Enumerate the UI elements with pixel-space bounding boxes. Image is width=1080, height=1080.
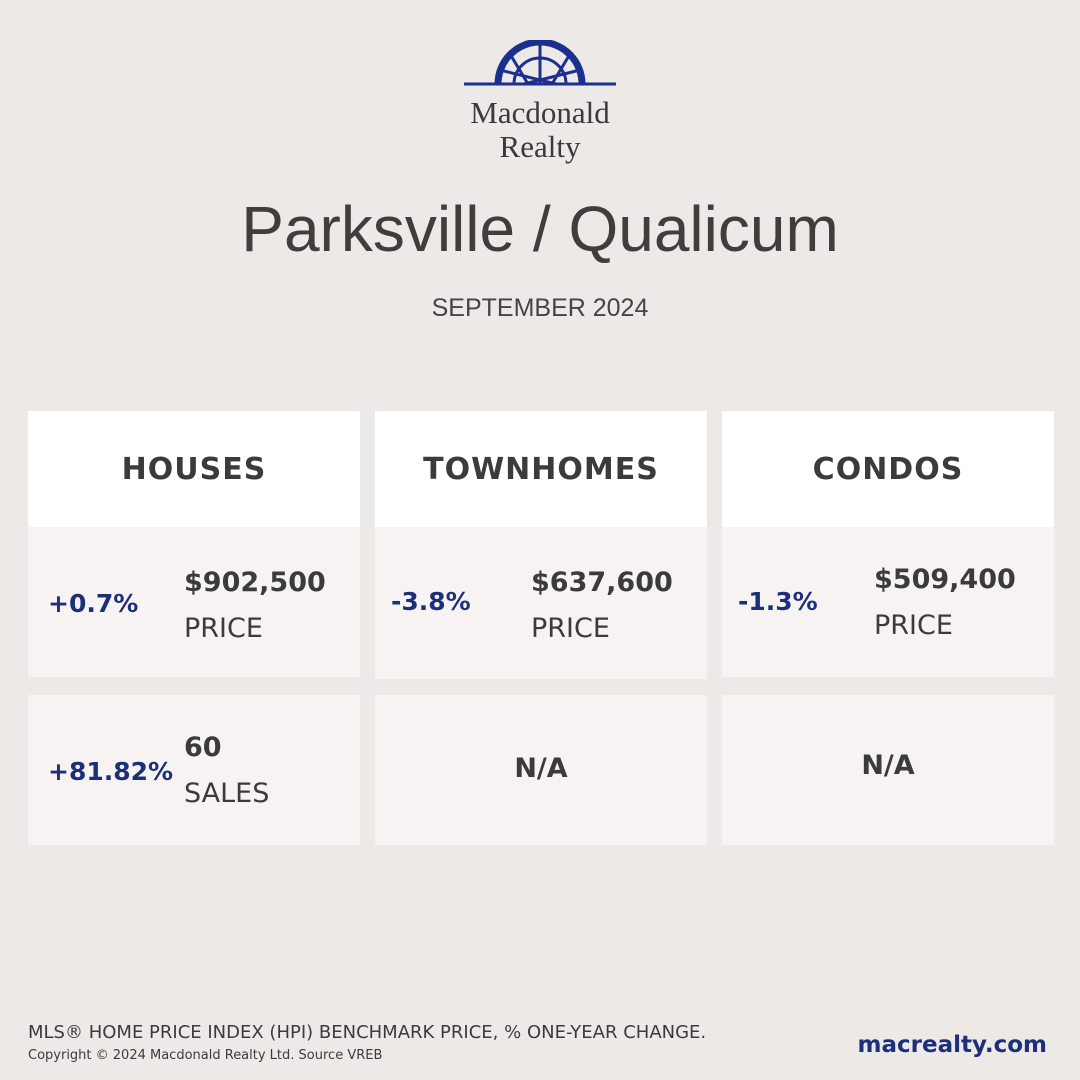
price-value: $902,500 [184,567,326,598]
price-label: PRICE [184,613,263,644]
price-label: PRICE [531,613,610,644]
footer-copyright: Copyright © 2024 Macdonald Realty Ltd. S… [28,1048,383,1063]
sales-label: SALES [184,778,270,809]
price-panel: -3.8% $637,600 PRICE [375,527,707,679]
sales-value: 60 [184,732,222,763]
sales-panel: N/A [722,695,1054,845]
card-heading: HOUSES [28,411,360,527]
sales-na: N/A [514,753,568,784]
page-subtitle: SEPTEMBER 2024 [431,294,649,322]
price-change: -1.3% [738,587,818,616]
sales-panel: +81.82% 60 SALES [28,695,360,845]
website-link[interactable]: macrealty.com [857,1032,1047,1058]
price-value: $509,400 [874,564,1016,595]
brand-logo: Macdonald Realty [460,40,620,165]
footer-note: MLS® HOME PRICE INDEX (HPI) BENCHMARK PR… [28,1022,707,1043]
sales-na: N/A [861,750,915,781]
price-change: -3.8% [391,587,471,616]
sales-panel: N/A [375,695,707,845]
page-title: Parksville / Qualicum [241,193,839,265]
price-value: $637,600 [531,567,673,598]
price-panel: -1.3% $509,400 PRICE [722,527,1054,677]
price-label: PRICE [874,610,953,641]
price-panel: +0.7% $902,500 PRICE [28,527,360,677]
logo-arch-icon [464,40,616,86]
logo-wordmark-line2: Realty [499,129,581,164]
card-heading: CONDOS [722,411,1054,527]
sales-change: +81.82% [48,757,174,786]
card-heading: TOWNHOMES [375,411,707,527]
logo-wordmark-line1: Macdonald [470,95,610,130]
price-change: +0.7% [48,589,139,618]
